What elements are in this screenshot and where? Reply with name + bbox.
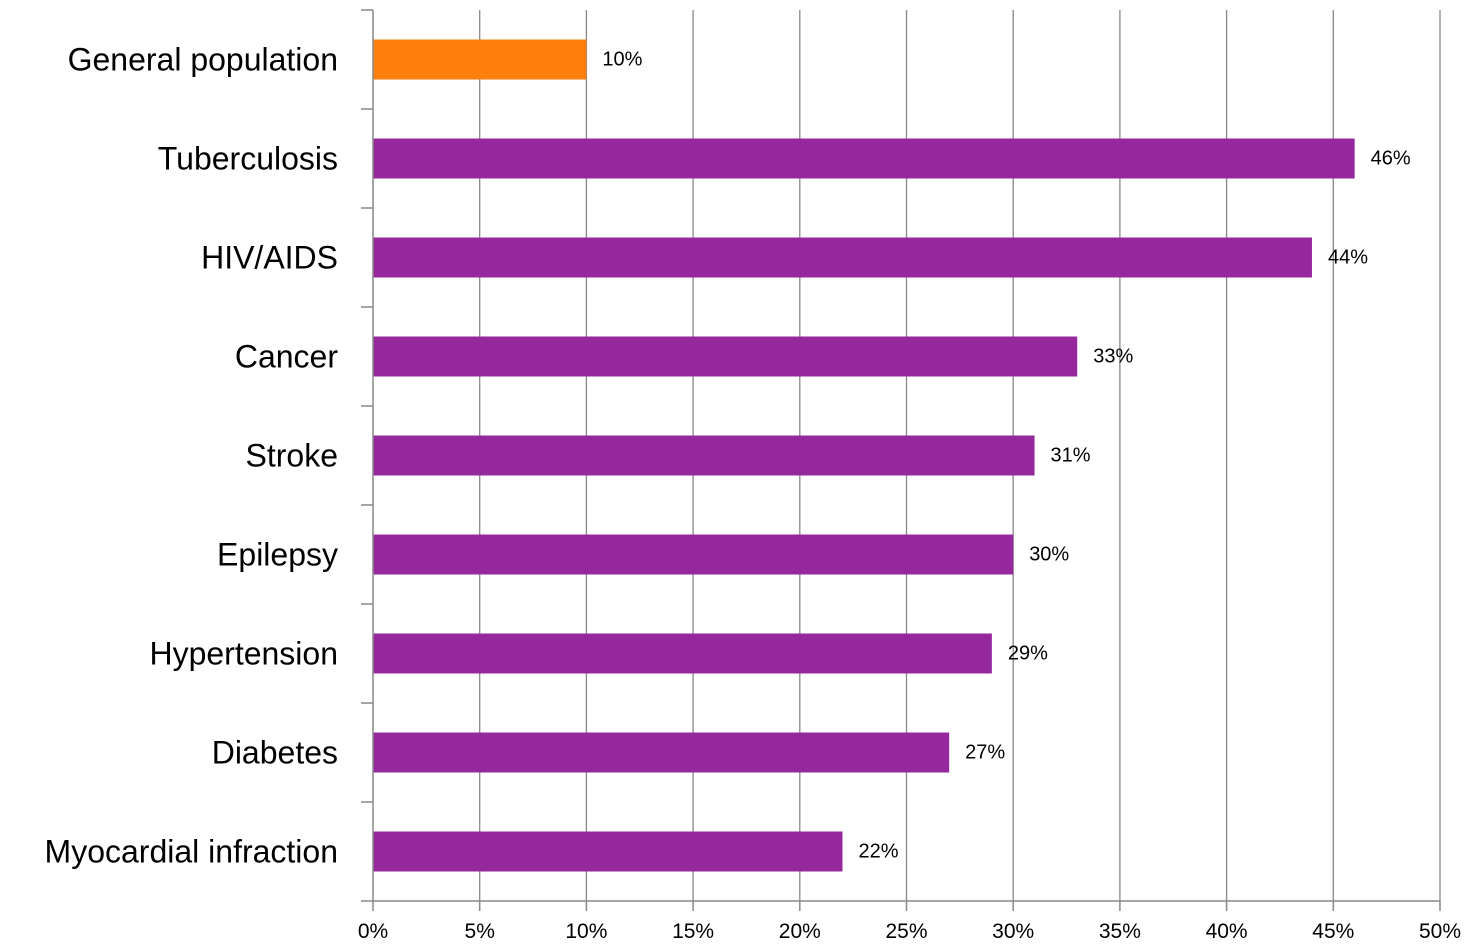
bar-tuberculosis xyxy=(373,138,1355,179)
category-label: Tuberculosis xyxy=(158,141,338,177)
bar-cancer xyxy=(373,336,1078,377)
x-tick-label: 15% xyxy=(672,920,714,943)
bars xyxy=(373,39,1355,872)
data-label: 29% xyxy=(1008,643,1048,665)
data-label: 22% xyxy=(858,841,898,863)
category-label: Epilepsy xyxy=(217,537,338,573)
x-tick-label: 45% xyxy=(1312,920,1354,943)
x-tick-label: 30% xyxy=(992,920,1034,943)
data-label: 44% xyxy=(1328,247,1368,269)
bar-hypertension xyxy=(373,633,992,674)
bar-hiv-aids xyxy=(373,237,1312,278)
x-tick-label: 20% xyxy=(779,920,821,943)
bar-stroke xyxy=(373,435,1035,476)
category-label: Diabetes xyxy=(212,735,338,771)
labels: 0% 5% 10% 15% 20% 25% 30% 35% 40% 45% 50% General p… xyxy=(45,42,1461,944)
bar-diabetes xyxy=(373,732,950,773)
data-label: 46% xyxy=(1371,148,1411,170)
x-tick-label: 10% xyxy=(565,920,607,943)
bar-epilepsy xyxy=(373,534,1014,575)
data-label: 27% xyxy=(965,742,1005,764)
data-label: 31% xyxy=(1051,445,1091,467)
x-tick-label: 50% xyxy=(1419,920,1461,943)
data-label: 30% xyxy=(1029,544,1069,566)
axes xyxy=(361,9,1441,911)
data-label: 33% xyxy=(1093,346,1133,368)
x-tick-label: 35% xyxy=(1099,920,1141,943)
x-tick-label: 25% xyxy=(885,920,927,943)
category-label: Myocardial infraction xyxy=(45,834,338,870)
data-label: 10% xyxy=(602,49,642,71)
category-label: Hypertension xyxy=(149,636,338,672)
x-tick-label: 5% xyxy=(465,920,495,943)
category-label: Cancer xyxy=(235,339,339,375)
x-tick-label: 40% xyxy=(1206,920,1248,943)
bar-myocardial-infraction xyxy=(373,831,843,872)
x-tick-label: 0% xyxy=(358,920,388,943)
category-label: Stroke xyxy=(246,438,338,474)
category-label: General population xyxy=(68,42,338,78)
category-label: HIV/AIDS xyxy=(201,240,338,276)
bar-general-population xyxy=(373,39,587,80)
